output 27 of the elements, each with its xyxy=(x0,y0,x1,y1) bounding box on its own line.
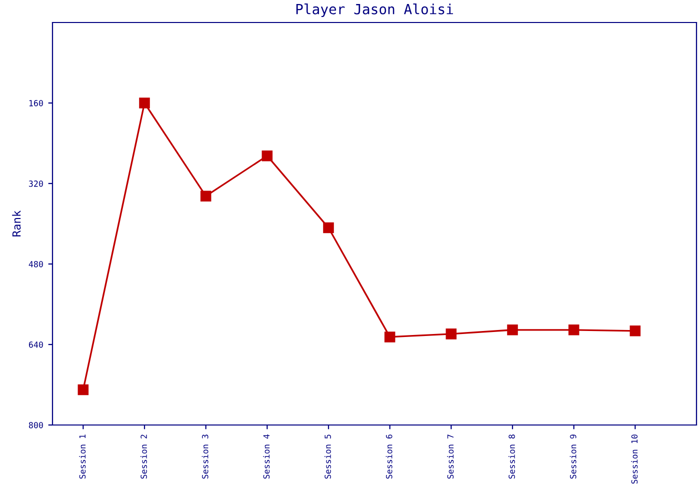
point xyxy=(507,324,518,336)
y-tick-label: 640 xyxy=(28,342,43,348)
point xyxy=(446,328,457,340)
point xyxy=(384,332,396,342)
x-tick-label: Session 8 xyxy=(508,434,515,479)
x-tick-label: Session 9 xyxy=(570,434,576,479)
point xyxy=(568,324,580,336)
chart-title: Player Jason Aloisi xyxy=(296,4,453,18)
x-tick-label: Session 10 xyxy=(631,434,638,484)
point xyxy=(262,150,273,162)
x-tick-label: Session 1 xyxy=(79,434,86,479)
x-tick-label: Session 5 xyxy=(324,434,331,479)
point xyxy=(630,326,641,336)
point xyxy=(78,384,89,396)
x-tick-label: Session 2 xyxy=(140,434,147,479)
y-tick-label: 480 xyxy=(28,261,43,268)
point xyxy=(200,190,212,202)
y-tick-label: 800 xyxy=(28,422,43,428)
point xyxy=(139,98,150,108)
x-tick-label: Session 4 xyxy=(263,434,270,479)
y-tick-label: 160 xyxy=(29,100,43,106)
x-tick-label: Session 7 xyxy=(447,434,454,479)
x-tick-label: Session 3 xyxy=(202,434,208,479)
x-tick-label: Session 6 xyxy=(386,434,392,479)
y-axis-title: Rank xyxy=(12,210,21,236)
y-tick-label: 320 xyxy=(28,180,43,187)
point xyxy=(323,222,334,234)
